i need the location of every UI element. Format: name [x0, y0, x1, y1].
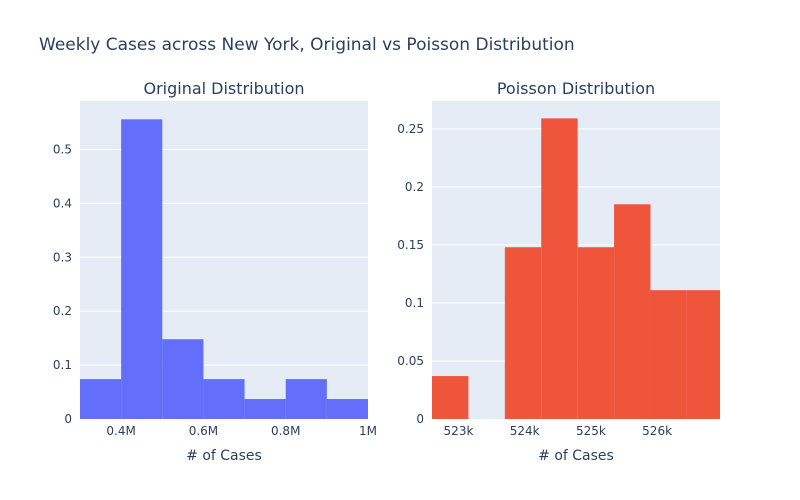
x-tick-label: 0.6M	[189, 424, 218, 438]
histogram-bar	[80, 379, 122, 419]
histogram-bar	[121, 119, 163, 419]
y-tick-label: 0	[416, 412, 424, 426]
subplot-1: 0 0.1 0.2 0.3 0.4 0.5 0.4M 0.6M 0.8M 1M Original D…	[53, 79, 377, 464]
y-tick-label: 0.4	[53, 196, 72, 210]
y-tick-label: 0.05	[397, 354, 424, 368]
y-tick-label: 0.3	[53, 250, 72, 264]
y-tick-label: 0.2	[405, 180, 424, 194]
histogram-bar	[650, 290, 687, 419]
histogram-bar	[614, 204, 651, 419]
y-tick-label: 0.5	[53, 143, 72, 157]
histogram-bar	[686, 290, 720, 419]
histogram-bar	[203, 379, 245, 419]
x-tick-label: 526k	[642, 424, 672, 438]
x-tick-label: 0.4M	[106, 424, 135, 438]
histogram-bar	[504, 247, 542, 419]
x-tick-label: 0.8M	[271, 424, 300, 438]
x-axis-title: # of Cases	[186, 448, 262, 464]
y-tick-label: 0.15	[397, 238, 424, 252]
subplot-2: 0 0.05 0.1 0.15 0.2 0.25 523k 524k 525k 526k Poiss…	[397, 79, 720, 464]
chart-title: Weekly Cases across New York, Original v…	[39, 35, 575, 55]
x-tick-label: 523k	[444, 424, 474, 438]
y-tick-label: 0.25	[397, 122, 424, 136]
subplot-title: Poisson Distribution	[497, 79, 655, 98]
subplots: 0 0.1 0.2 0.3 0.4 0.5 0.4M 0.6M 0.8M 1M Original D…	[53, 79, 720, 464]
histogram-bar	[285, 379, 327, 419]
x-tick-label: 525k	[576, 424, 606, 438]
y-tick-label: 0.1	[405, 296, 424, 310]
y-tick-label: 0	[64, 412, 72, 426]
histogram-bar	[244, 399, 286, 419]
y-tick-label: 0.1	[53, 358, 72, 372]
x-tick-label: 1M	[359, 424, 377, 438]
y-tick-label: 0.2	[53, 304, 72, 318]
histogram-bar	[541, 118, 578, 420]
x-tick-label: 524k	[510, 424, 540, 438]
subplot-title: Original Distribution	[143, 79, 304, 98]
histogram-bar	[162, 339, 204, 419]
histogram-bar	[432, 376, 469, 419]
histogram-bar	[326, 399, 368, 419]
histogram-bar	[577, 247, 615, 419]
x-axis-title: # of Cases	[538, 448, 614, 464]
